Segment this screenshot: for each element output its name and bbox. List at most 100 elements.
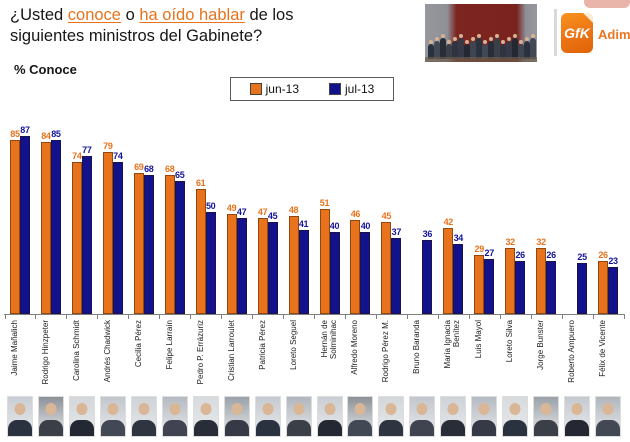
bar-jul-13 bbox=[298, 230, 309, 314]
cabinet-person-figure bbox=[506, 37, 512, 59]
bar-jul-13 bbox=[329, 232, 340, 314]
axis-tick bbox=[468, 315, 470, 319]
minister-photo bbox=[316, 396, 343, 437]
cabinet-person-figure bbox=[512, 34, 518, 59]
portrait-head-icon bbox=[447, 403, 459, 415]
value-label-jul-13: 37 bbox=[391, 227, 402, 237]
axis-tick bbox=[283, 315, 285, 319]
cabinet-person-figure bbox=[458, 34, 464, 59]
portrait-head-icon bbox=[540, 403, 552, 415]
value-label-jul-13: 40 bbox=[329, 221, 340, 231]
bar-jul-13 bbox=[422, 240, 433, 314]
category-label: María Ignacia Benítez bbox=[443, 320, 462, 369]
title-text: ¿Usted bbox=[10, 6, 68, 24]
bar-jul-13 bbox=[391, 238, 402, 314]
portrait-head-icon bbox=[385, 403, 397, 415]
cabinet-person-figure bbox=[464, 40, 470, 59]
cabinet-person-figure bbox=[518, 40, 524, 59]
bar-jul-13 bbox=[546, 261, 557, 314]
minister-photo bbox=[564, 396, 591, 437]
legend-swatch-jul-icon bbox=[329, 83, 341, 95]
portrait-torso-icon bbox=[286, 420, 311, 436]
portrait-torso-icon bbox=[596, 420, 621, 436]
axis-tick bbox=[128, 315, 130, 319]
legend-label-jul13: jul-13 bbox=[345, 82, 375, 96]
axis-tick bbox=[252, 315, 254, 319]
bar-jun-13 bbox=[288, 216, 299, 314]
legend-item-jul13: jul-13 bbox=[329, 82, 374, 96]
portrait-torso-icon bbox=[8, 420, 32, 436]
bar-jun-13 bbox=[474, 255, 485, 314]
cabinet-person-figure bbox=[524, 37, 530, 59]
title-highlight-ha-oido-hablar: ha oído hablar bbox=[139, 6, 245, 24]
value-label-jul-13: 26 bbox=[546, 250, 556, 260]
portrait-torso-icon bbox=[100, 420, 125, 436]
title-text: de los bbox=[244, 6, 294, 24]
value-label-jun-13: 32 bbox=[536, 237, 546, 247]
logo-divider bbox=[554, 9, 557, 56]
portrait-torso-icon bbox=[69, 420, 94, 436]
portrait-torso-icon bbox=[193, 420, 218, 436]
portrait-torso-icon bbox=[503, 420, 528, 436]
portrait-head-icon bbox=[107, 403, 119, 415]
value-label-jul-13: 34 bbox=[453, 233, 464, 243]
bar-jul-13 bbox=[81, 156, 92, 314]
value-label-jul-13: 74 bbox=[113, 151, 123, 161]
title-line1: ¿Usted conoce o ha oído hablar de los bbox=[10, 5, 450, 26]
portrait-head-icon bbox=[324, 403, 335, 415]
axis-tick bbox=[499, 315, 501, 319]
value-label-jul-13: 23 bbox=[608, 256, 618, 266]
portrait-torso-icon bbox=[317, 420, 342, 436]
bar-jun-13 bbox=[133, 173, 144, 314]
bar-jul-13 bbox=[484, 259, 495, 314]
portrait-head-icon bbox=[45, 403, 57, 415]
chart-subtitle: % Conoce bbox=[14, 62, 77, 77]
category-label: Jorge Bunster bbox=[536, 320, 546, 370]
bar-jul-13 bbox=[205, 212, 216, 314]
bar-jul-13 bbox=[267, 222, 278, 314]
axis-tick bbox=[314, 315, 315, 319]
value-label-jun-13: 84 bbox=[41, 131, 51, 141]
cabinet-person-figure bbox=[446, 40, 452, 59]
value-label-jun-13: 45 bbox=[381, 211, 392, 221]
value-label-jul-13: 36 bbox=[422, 229, 433, 239]
legend-swatch-jun-icon bbox=[249, 83, 262, 95]
title-line2: siguientes ministros del Gabinete? bbox=[10, 27, 263, 45]
minister-photo bbox=[37, 396, 64, 437]
cabinet-person-figure bbox=[452, 37, 458, 59]
category-label: Andrés Chadwick bbox=[102, 320, 112, 383]
portrait-torso-icon bbox=[162, 420, 187, 436]
axis-tick bbox=[530, 315, 532, 319]
cabinet-person-figure bbox=[494, 34, 500, 59]
portrait-head-icon bbox=[262, 403, 274, 415]
minister-photo bbox=[440, 396, 467, 437]
legend-item-jun13: jun-13 bbox=[249, 82, 299, 96]
bar-jul-13 bbox=[360, 232, 371, 314]
bar-jun-13 bbox=[102, 152, 113, 314]
minister-photo bbox=[68, 396, 95, 437]
axis-tick bbox=[35, 315, 37, 319]
portrait-torso-icon bbox=[379, 420, 404, 436]
portrait-torso-icon bbox=[348, 420, 373, 436]
value-label-jun-13: 85 bbox=[10, 129, 20, 139]
cabinet-person-figure bbox=[434, 37, 440, 59]
x-axis-line bbox=[4, 314, 625, 315]
cabinet-person-figure bbox=[488, 37, 494, 59]
value-label-jul-13: 85 bbox=[51, 129, 61, 139]
chart-legend: jun-13 jul-13 bbox=[230, 77, 394, 101]
bar-jun-13 bbox=[319, 209, 330, 314]
value-label-jul-13: 87 bbox=[20, 125, 30, 135]
value-label-jun-13: 79 bbox=[103, 141, 113, 151]
value-label-jun-13: 48 bbox=[288, 205, 299, 215]
portrait-torso-icon bbox=[441, 420, 466, 436]
minister-photo bbox=[254, 396, 281, 437]
cabinet-person-figure bbox=[530, 34, 536, 59]
axis-tick bbox=[375, 315, 377, 319]
minister-photo bbox=[347, 396, 374, 437]
category-label: Bruno Baranda bbox=[412, 320, 422, 374]
category-label: Loreto Seguel bbox=[288, 320, 298, 370]
portrait-head-icon bbox=[416, 403, 428, 415]
value-label-jun-13: 51 bbox=[319, 198, 330, 208]
value-label-jun-13: 32 bbox=[505, 237, 515, 247]
